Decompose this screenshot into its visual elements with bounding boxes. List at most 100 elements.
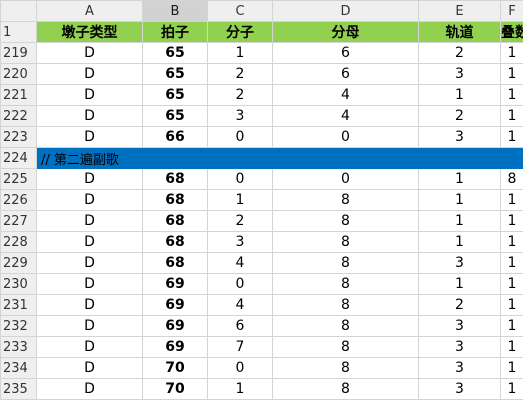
cell-f[interactable]: 1 — [500, 189, 523, 211]
section-label-cell[interactable]: // 第二遍副歌 — [36, 147, 523, 169]
cell-c[interactable]: 0 — [207, 126, 273, 148]
row-number[interactable]: 232 — [0, 315, 37, 337]
column-header-a[interactable]: A — [36, 0, 143, 22]
cell-e[interactable]: 1 — [418, 84, 501, 106]
cell-e[interactable]: 2 — [418, 105, 501, 127]
cell-d[interactable]: 4 — [272, 105, 419, 127]
cell-e[interactable]: 1 — [418, 168, 501, 190]
cell-e[interactable]: 3 — [418, 336, 501, 358]
cell-c[interactable]: 0 — [207, 357, 273, 379]
row-number[interactable]: 219 — [0, 42, 37, 64]
cell-f[interactable]: 1 — [500, 42, 523, 64]
cell-a[interactable]: D — [36, 42, 143, 64]
cell-c[interactable]: 1 — [207, 42, 273, 64]
cell-b[interactable]: 65 — [142, 42, 208, 64]
cell-a[interactable]: D — [36, 189, 143, 211]
cell-e[interactable]: 3 — [418, 357, 501, 379]
cell-c[interactable]: 1 — [207, 378, 273, 400]
row-number[interactable]: 230 — [0, 273, 37, 295]
cell-a[interactable]: D — [36, 231, 143, 253]
cell-c[interactable]: 0 — [207, 273, 273, 295]
cell-e[interactable]: 1 — [418, 273, 501, 295]
cell-c[interactable]: 7 — [207, 336, 273, 358]
cell-b[interactable]: 65 — [142, 105, 208, 127]
cell-d[interactable]: 8 — [272, 294, 419, 316]
cell-b[interactable]: 69 — [142, 294, 208, 316]
cell-b[interactable]: 68 — [142, 210, 208, 232]
row-number[interactable]: 231 — [0, 294, 37, 316]
cell-b[interactable]: 69 — [142, 315, 208, 337]
column-header-b[interactable]: B — [142, 0, 208, 22]
cell-f[interactable]: 1 — [500, 357, 523, 379]
cell-f[interactable]: 1 — [500, 378, 523, 400]
cell-f[interactable]: 1 — [500, 126, 523, 148]
cell-a[interactable]: D — [36, 252, 143, 274]
cell-b[interactable]: 66 — [142, 126, 208, 148]
select-all-corner[interactable] — [0, 0, 37, 22]
cell-d[interactable]: 0 — [272, 168, 419, 190]
cell-b[interactable]: 70 — [142, 357, 208, 379]
cell-a[interactable]: D — [36, 63, 143, 85]
cell-c[interactable]: 4 — [207, 252, 273, 274]
row-number[interactable]: 221 — [0, 84, 37, 106]
cell-f[interactable]: 8 — [500, 168, 523, 190]
column-header-e[interactable]: E — [418, 0, 501, 22]
cell-e[interactable]: 1 — [418, 210, 501, 232]
header-cell[interactable]: 分子 — [207, 21, 273, 43]
cell-c[interactable]: 6 — [207, 315, 273, 337]
cell-d[interactable]: 8 — [272, 336, 419, 358]
cell-d[interactable]: 0 — [272, 126, 419, 148]
cell-d[interactable]: 8 — [272, 189, 419, 211]
column-header-d[interactable]: D — [272, 0, 419, 22]
cell-e[interactable]: 1 — [418, 189, 501, 211]
cell-e[interactable]: 3 — [418, 126, 501, 148]
cell-d[interactable]: 8 — [272, 252, 419, 274]
cell-e[interactable]: 3 — [418, 252, 501, 274]
cell-d[interactable]: 4 — [272, 84, 419, 106]
cell-e[interactable]: 3 — [418, 378, 501, 400]
header-cell[interactable]: 轨道 — [418, 21, 501, 43]
row-number[interactable]: 220 — [0, 63, 37, 85]
cell-f[interactable]: 1 — [500, 63, 523, 85]
cell-e[interactable]: 2 — [418, 42, 501, 64]
cell-c[interactable]: 0 — [207, 168, 273, 190]
row-number[interactable]: 226 — [0, 189, 37, 211]
cell-a[interactable]: D — [36, 126, 143, 148]
row-number[interactable]: 222 — [0, 105, 37, 127]
cell-d[interactable]: 8 — [272, 378, 419, 400]
cell-c[interactable]: 4 — [207, 294, 273, 316]
cell-e[interactable]: 3 — [418, 315, 501, 337]
cell-c[interactable]: 2 — [207, 84, 273, 106]
row-number[interactable]: 224 — [0, 147, 37, 169]
cell-f[interactable]: 1 — [500, 315, 523, 337]
cell-f[interactable]: 1 — [500, 105, 523, 127]
cell-b[interactable]: 68 — [142, 189, 208, 211]
cell-d[interactable]: 8 — [272, 315, 419, 337]
cell-f[interactable]: 1 — [500, 294, 523, 316]
cell-d[interactable]: 8 — [272, 357, 419, 379]
row-number[interactable]: 225 — [0, 168, 37, 190]
cell-d[interactable]: 8 — [272, 273, 419, 295]
cell-f[interactable]: 1 — [500, 231, 523, 253]
cell-c[interactable]: 3 — [207, 231, 273, 253]
cell-a[interactable]: D — [36, 105, 143, 127]
cell-b[interactable]: 68 — [142, 168, 208, 190]
row-number[interactable]: 233 — [0, 336, 37, 358]
cell-a[interactable]: D — [36, 294, 143, 316]
cell-a[interactable]: D — [36, 84, 143, 106]
cell-a[interactable]: D — [36, 168, 143, 190]
cell-e[interactable]: 3 — [418, 63, 501, 85]
cell-a[interactable]: D — [36, 357, 143, 379]
header-cell[interactable]: 拍子 — [142, 21, 208, 43]
cell-f[interactable]: 1 — [500, 336, 523, 358]
cell-b[interactable]: 69 — [142, 273, 208, 295]
cell-a[interactable]: D — [36, 378, 143, 400]
row-number[interactable]: 235 — [0, 378, 37, 400]
cell-b[interactable]: 68 — [142, 231, 208, 253]
cell-c[interactable]: 3 — [207, 105, 273, 127]
cell-a[interactable]: D — [36, 315, 143, 337]
row-number[interactable]: 228 — [0, 231, 37, 253]
cell-c[interactable]: 2 — [207, 210, 273, 232]
row-number[interactable]: 234 — [0, 357, 37, 379]
cell-e[interactable]: 2 — [418, 294, 501, 316]
